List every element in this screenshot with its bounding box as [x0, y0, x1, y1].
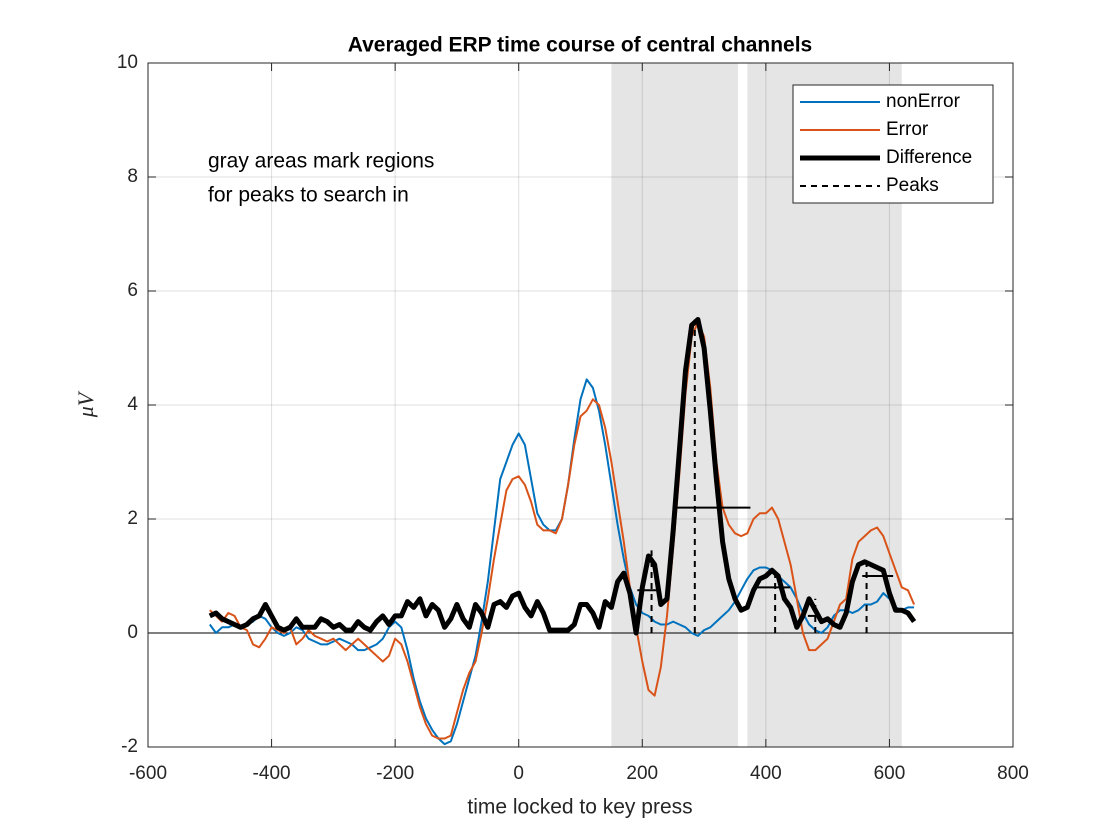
x-axis-label: time locked to key press: [467, 796, 692, 819]
y-tick-label: 6: [127, 280, 138, 301]
x-tick-label: 600: [874, 763, 906, 784]
series-line: [208, 317, 917, 636]
x-tick-label: -600: [129, 763, 167, 784]
y-tick-label: 4: [127, 394, 138, 415]
x-tick-label: 0: [513, 763, 524, 784]
chart-title: Averaged ERP time course of central chan…: [348, 34, 813, 57]
y-tick-label: 10: [117, 52, 138, 73]
annotation: for peaks to search in: [208, 184, 409, 207]
plot-area: [147, 62, 1014, 748]
legend-label: nonError: [886, 91, 961, 112]
series-line: [209, 321, 916, 740]
x-tick-label: 400: [750, 763, 782, 784]
legend-label: Peaks: [886, 175, 939, 196]
legend: nonError Error Difference Peaks: [792, 84, 994, 204]
axes-box: [147, 62, 1014, 748]
y-tick-label: 0: [127, 622, 138, 643]
y-tick-label: 8: [127, 166, 138, 187]
x-tick-label: -200: [376, 763, 414, 784]
y-tick-label: -2: [121, 736, 138, 757]
legend-label: Error: [886, 119, 929, 140]
legend-box: [792, 84, 994, 204]
y-tick-label: 2: [127, 508, 138, 529]
x-tick-label: 200: [626, 763, 658, 784]
annotation: gray areas mark regions: [208, 150, 434, 173]
x-tick-label: -400: [253, 763, 291, 784]
y-axis-label: μV: [73, 390, 98, 418]
x-tick-label: 800: [997, 763, 1029, 784]
legend-label: Difference: [886, 147, 972, 168]
